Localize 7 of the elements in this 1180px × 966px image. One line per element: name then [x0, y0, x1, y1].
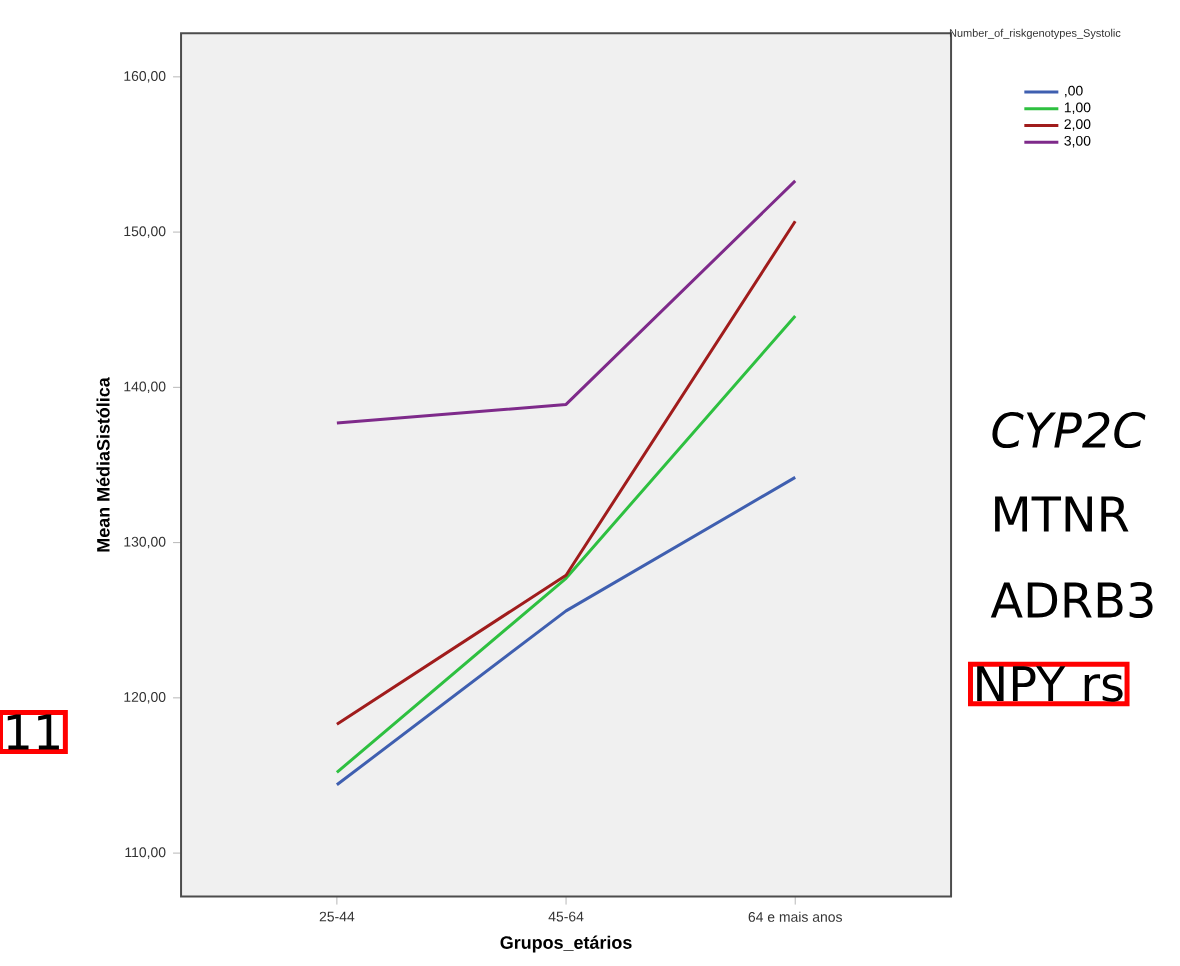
text: NPY rs [977, 666, 1123, 702]
x-axis-title: Grupos_etários [500, 935, 632, 953]
text: CYP2C [992, 411, 1146, 449]
text: 11 [7, 714, 59, 750]
text: ADRB3 [990, 581, 1153, 619]
y-axis-title: Mean MédiaSistólica [96, 377, 110, 552]
text: MTNR [995, 496, 1129, 532]
